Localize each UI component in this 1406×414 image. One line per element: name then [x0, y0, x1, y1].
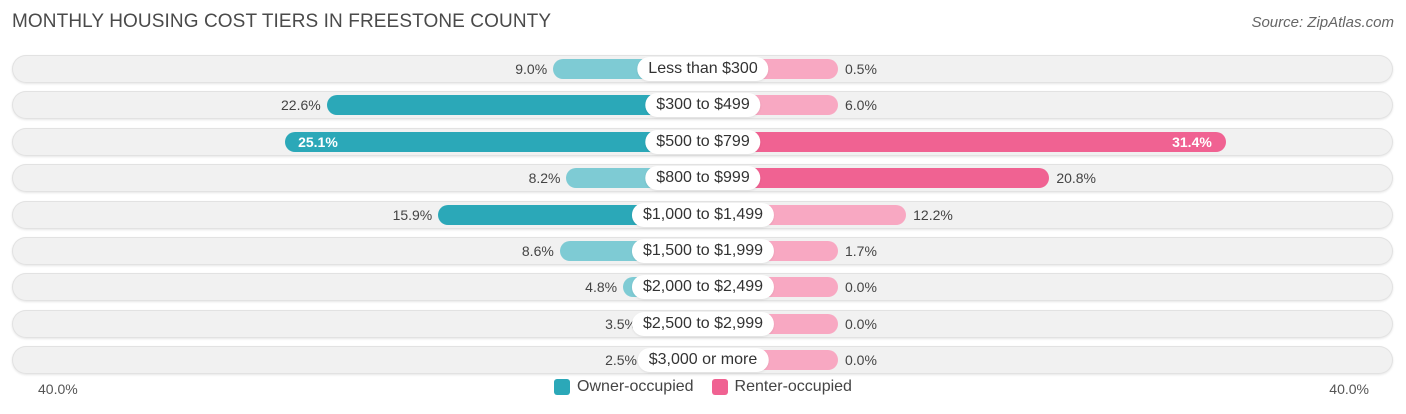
chart-source: Source: ZipAtlas.com: [1251, 14, 1394, 31]
renter-value-label: 0.0%: [845, 279, 877, 295]
category-label: $300 to $499: [645, 93, 761, 117]
owner-value-label: 8.2%: [528, 170, 561, 186]
legend-label-owner: Owner-occupied: [577, 378, 694, 395]
legend-item-renter: Renter-occupied: [711, 378, 852, 396]
renter-value-label: 31.4%: [1172, 134, 1212, 150]
renter-value-label: 12.2%: [913, 207, 953, 223]
owner-value-label: 3.5%: [605, 316, 637, 332]
legend-label-renter: Renter-occupied: [734, 378, 852, 395]
category-label: $1,000 to $1,499: [631, 203, 775, 227]
owner-value-label: 8.6%: [521, 243, 554, 259]
legend-swatch-owner: [554, 379, 571, 395]
renter-value-label: 0.0%: [845, 316, 877, 332]
legend-item-owner: Owner-occupied: [554, 378, 694, 396]
category-label: $2,500 to $2,999: [631, 312, 775, 336]
renter-value-label: 1.7%: [845, 243, 877, 259]
renter-value-label: 20.8%: [1056, 170, 1097, 186]
renter-value-label: 6.0%: [845, 97, 877, 113]
category-label: Less than $300: [637, 57, 769, 81]
category-label: $2,000 to $2,499: [631, 275, 775, 299]
owner-value-label: 2.5%: [605, 352, 637, 368]
chart-title: MONTHLY HOUSING COST TIERS IN FREESTONE …: [12, 11, 552, 32]
category-label: $3,000 or more: [637, 348, 769, 372]
owner-value-label: 4.8%: [585, 279, 618, 295]
category-label: $500 to $799: [645, 130, 761, 154]
legend: Owner-occupied Renter-occupied: [0, 378, 1406, 396]
category-label: $800 to $999: [645, 166, 761, 190]
axis-label-right: 40.0%: [1329, 381, 1369, 397]
renter-bar: [703, 132, 1226, 152]
axis-label-left: 40.0%: [38, 381, 78, 397]
owner-value-label: 9.0%: [515, 61, 548, 77]
legend-swatch-renter: [711, 379, 728, 395]
owner-bar: [326, 95, 703, 115]
renter-value-label: 0.0%: [845, 352, 877, 368]
owner-bar: [285, 132, 703, 152]
renter-value-label: 0.5%: [845, 61, 877, 77]
owner-value-label: 15.9%: [392, 207, 433, 223]
owner-value-label: 25.1%: [298, 134, 338, 150]
category-label: $1,500 to $1,999: [631, 239, 775, 263]
renter-bar: [703, 168, 1050, 188]
owner-value-label: 22.6%: [281, 97, 321, 113]
